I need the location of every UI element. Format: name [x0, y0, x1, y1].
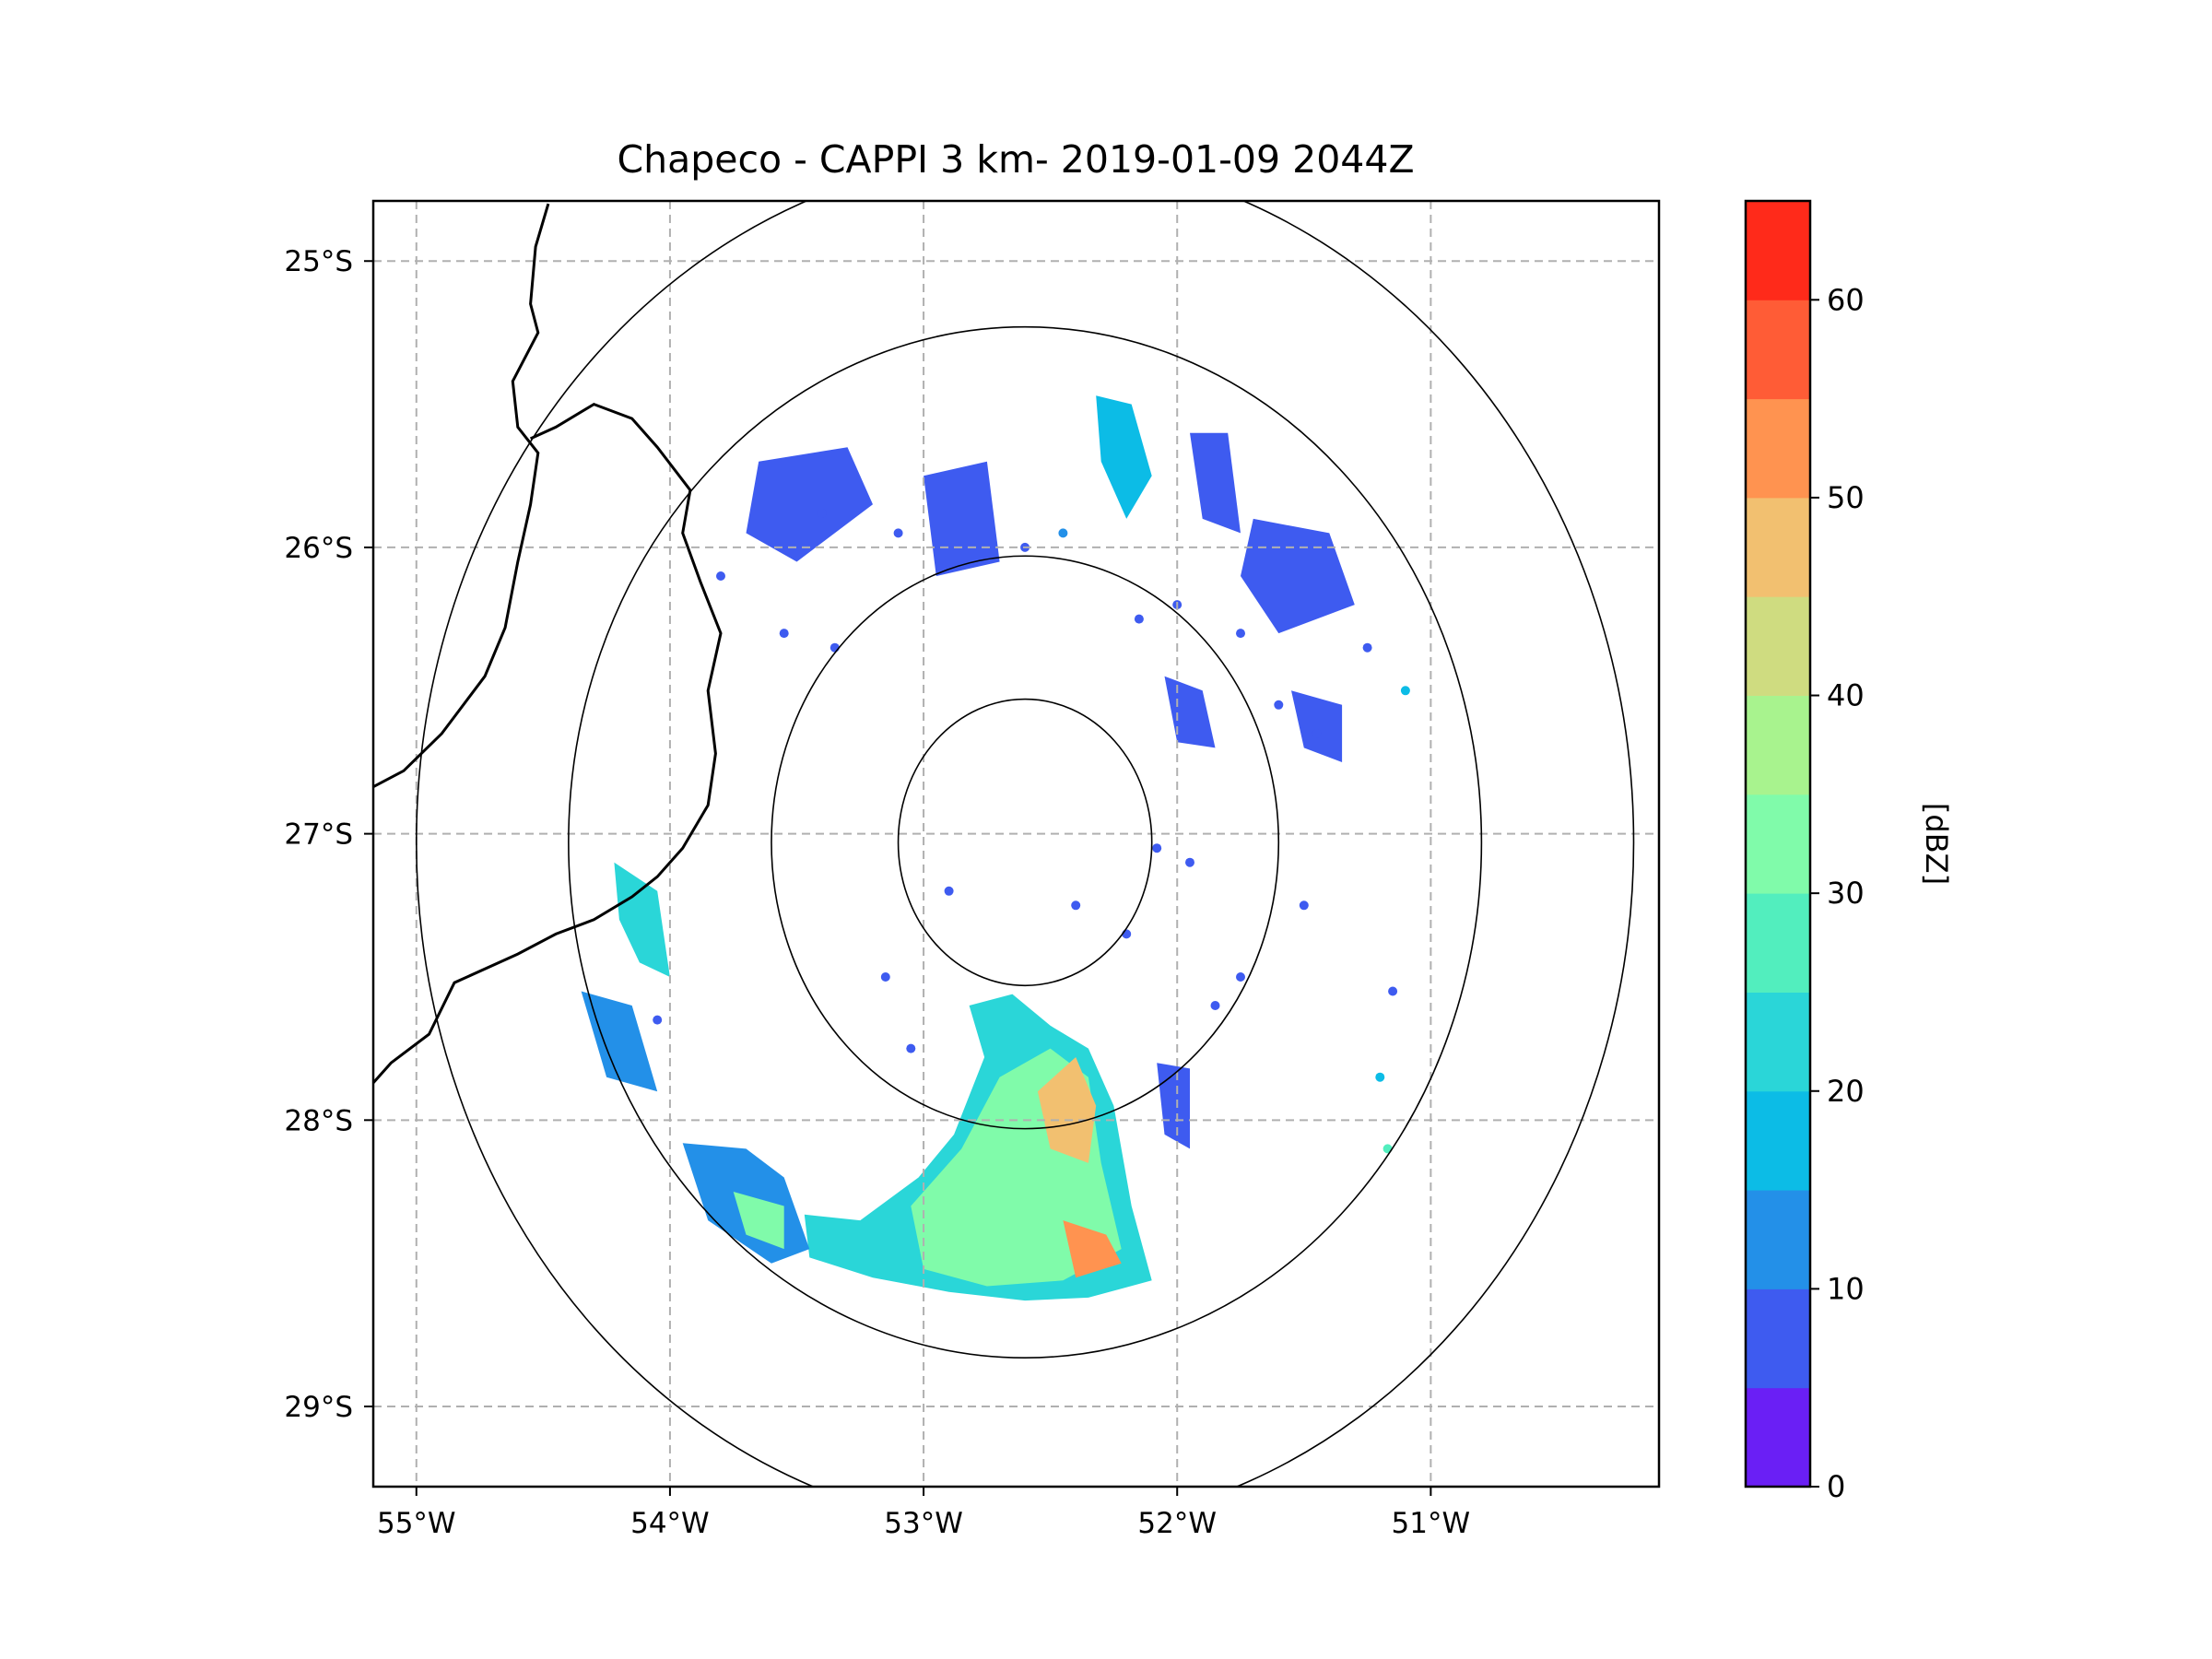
y-axis-ticks: 25°S 26°S 27°S 28°S 29°S — [284, 245, 373, 1424]
y-tick-label: 28°S — [284, 1104, 353, 1137]
y-tick-label: 26°S — [284, 532, 353, 565]
echo-speckle — [1152, 843, 1162, 853]
x-tick-label: 53°W — [884, 1507, 963, 1540]
echo-speckle — [1299, 900, 1309, 911]
echo-speckle — [1236, 629, 1245, 639]
echo-speckle — [653, 1015, 663, 1025]
colorbar-segment — [1746, 596, 1810, 696]
echo-speckle — [779, 629, 789, 639]
colorbar-tick-label: 50 — [1827, 480, 1865, 515]
echo-speckle — [944, 886, 954, 896]
colorbar-segment — [1746, 1288, 1810, 1389]
echo-speckle — [1071, 900, 1081, 911]
range-ring — [897, 698, 1153, 987]
echo-speckle — [1274, 700, 1284, 710]
echo-north-cell — [1096, 395, 1152, 519]
echo-speckle — [1388, 986, 1398, 996]
echo-speckle — [880, 972, 890, 982]
colorbar-tick-label: 30 — [1827, 876, 1865, 911]
colorbar-segment — [1746, 695, 1810, 795]
colorbar-segment — [1746, 1090, 1810, 1191]
x-tick-label: 54°W — [630, 1507, 710, 1540]
echo-speckle — [1400, 686, 1410, 696]
map-plot-area — [373, 201, 1659, 1487]
echo-speckle — [716, 571, 725, 581]
echo-speckle — [1058, 528, 1068, 538]
x-tick-label: 52°W — [1137, 1507, 1217, 1540]
colorbar-frame — [1744, 199, 1812, 1488]
colorbar-segment — [1746, 497, 1810, 597]
echo-speckle — [818, 508, 827, 518]
colorbar-tick-label: 10 — [1827, 1271, 1865, 1306]
state-borders — [373, 203, 723, 1086]
colorbar-segment — [1746, 201, 1810, 300]
echo-west-cell-2 — [581, 991, 658, 1092]
colorbar-segment — [1746, 1190, 1810, 1289]
range-rings — [416, 201, 1635, 1487]
map-frame — [371, 199, 1661, 1488]
y-tick-label: 25°S — [284, 245, 353, 278]
y-tick-label: 29°S — [284, 1391, 353, 1424]
echo-northeast-scatter — [1241, 518, 1355, 634]
colorbar-segment — [1746, 300, 1810, 400]
echo-north-scatter-3 — [1190, 432, 1241, 534]
colorbar-segment — [1746, 893, 1810, 993]
echo-south-main-peak — [1037, 1057, 1097, 1163]
echo-west-cell — [614, 862, 670, 977]
colorbar-segment — [1746, 398, 1810, 499]
echo-speckle — [830, 642, 840, 653]
colorbar-tick-label: 40 — [1827, 678, 1865, 713]
echo-speckle — [906, 1043, 916, 1053]
colorbar-segment — [1746, 1387, 1810, 1488]
echo-speckle — [1362, 642, 1372, 653]
state-border-west-south — [373, 402, 723, 1086]
echo-southeast-scatter — [1157, 1063, 1190, 1149]
reflectivity-echoes — [581, 395, 1410, 1301]
colorbar-label: [dBZ] — [1919, 803, 1954, 885]
colorbar-tick-label: 60 — [1827, 282, 1865, 317]
x-tick-label: 55°W — [377, 1507, 456, 1540]
echo-speckle — [1185, 857, 1194, 867]
colorbar-segment — [1746, 794, 1810, 894]
x-axis-ticks: 55°W 54°W 53°W 52°W 51°W — [377, 1487, 1470, 1540]
echo-speckle — [893, 528, 903, 538]
x-tick-label: 51°W — [1392, 1507, 1471, 1540]
range-ring — [771, 555, 1280, 1130]
y-tick-label: 27°S — [284, 818, 353, 852]
colorbar-tick-label: 0 — [1827, 1469, 1845, 1504]
colorbar-segment — [1746, 992, 1810, 1092]
range-ring — [568, 325, 1483, 1359]
range-ring — [416, 201, 1635, 1487]
echo-speckle — [1375, 1072, 1385, 1082]
colorbar: 0 10 20 30 40 50 60 — [1744, 199, 1865, 1504]
echo-speckle — [1236, 972, 1245, 982]
echo-speckle — [1210, 1001, 1220, 1010]
colorbar-tick-label: 20 — [1827, 1074, 1865, 1109]
echo-speckle — [1134, 614, 1144, 624]
echo-east-scatter-2 — [1291, 690, 1343, 762]
state-border-west — [373, 203, 550, 789]
echo-south-main-peak-2 — [1063, 1220, 1122, 1278]
echo-speckle — [1312, 728, 1322, 738]
echo-north-scatter-1 — [746, 447, 873, 562]
chart-title: Chapeco - CAPPI 3 km- 2019-01-09 2044Z — [617, 137, 1414, 182]
echo-southwest-core — [733, 1192, 784, 1250]
